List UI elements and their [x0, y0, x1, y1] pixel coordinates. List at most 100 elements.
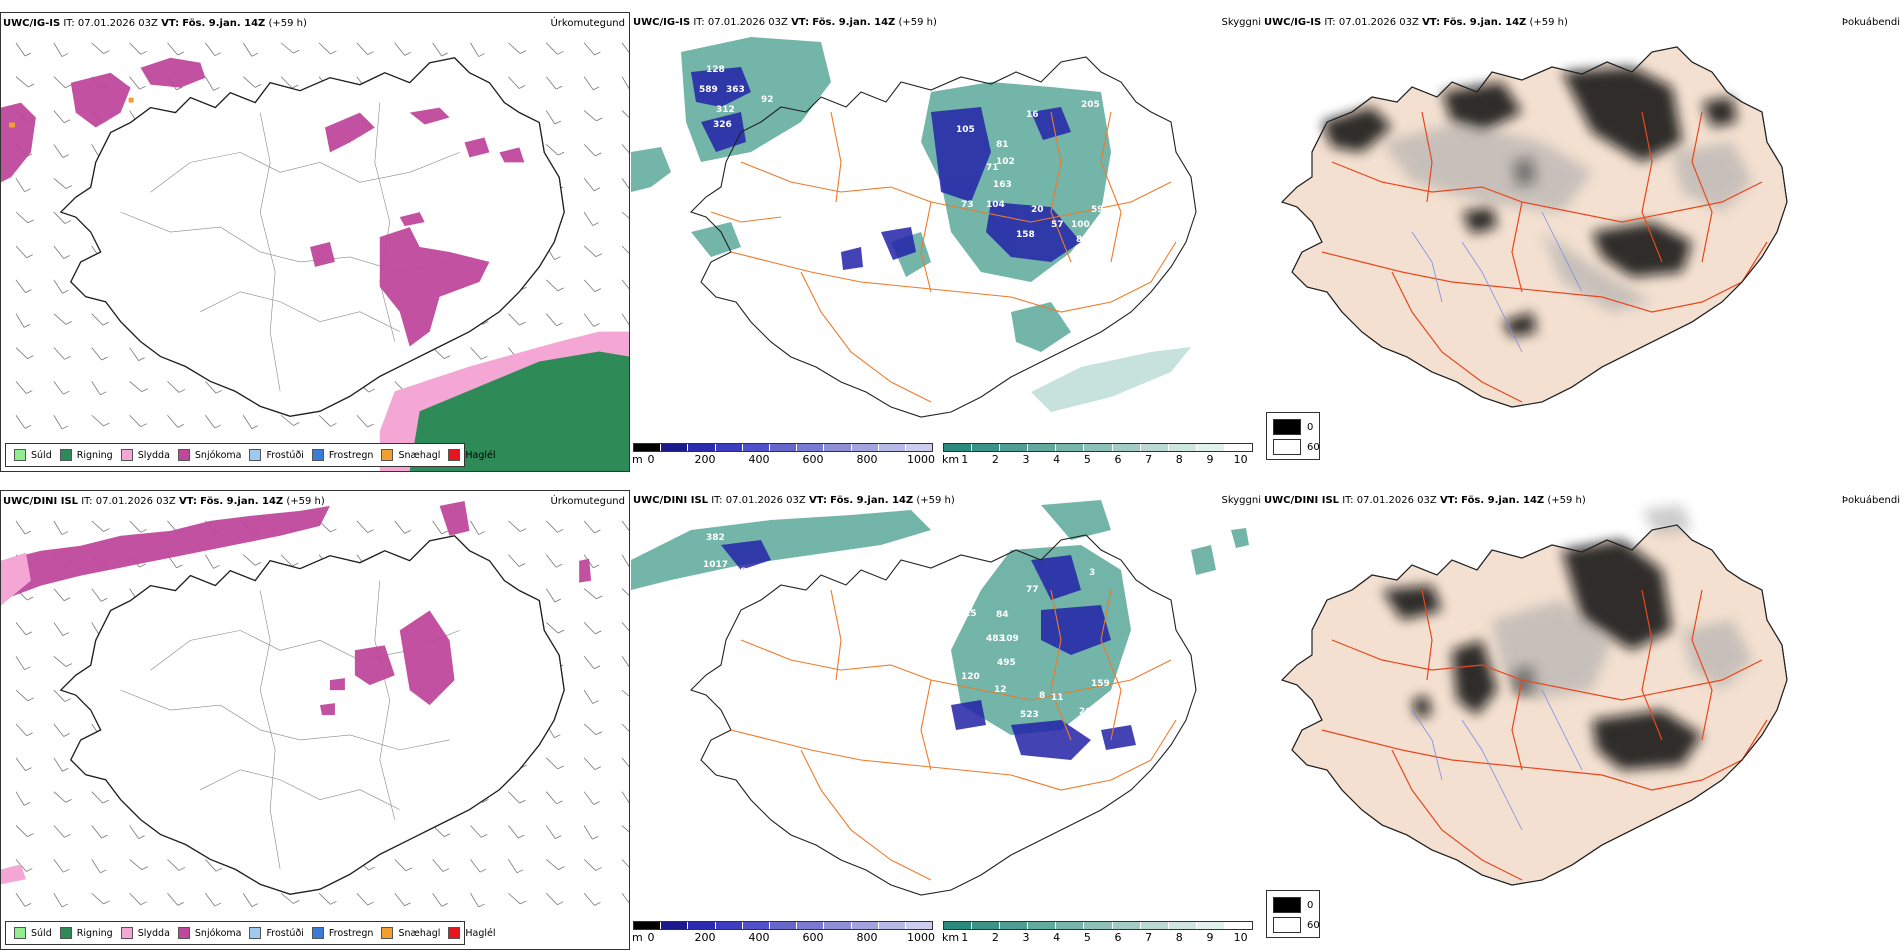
- wind-barb: [583, 520, 601, 534]
- wind-barb: [205, 893, 222, 907]
- cloud-base-label: 77: [1026, 585, 1039, 595]
- wind-barb: [205, 859, 223, 872]
- wind-barb: [280, 42, 300, 54]
- panel-title: UWC/DINI ISL IT: 07.01.2026 03Z VT: Fös.…: [633, 495, 955, 506]
- wind-barb: [356, 414, 374, 428]
- cloud-base-label: 20: [1031, 205, 1044, 215]
- colorbar-cell: [661, 922, 689, 929]
- precip-legend: Súld Rigning Slydda Snjókoma Frostúði Fr…: [5, 443, 496, 467]
- colorbar-cell: [634, 444, 662, 451]
- fog-legend-bottom: 0 60: [1266, 890, 1320, 938]
- colorbar-cell: [972, 922, 1001, 929]
- panel-title: UWC/IG-IS IT: 07.01.2026 03Z VT: Fös. 9.…: [633, 17, 937, 28]
- wind-barb: [583, 110, 603, 122]
- wind-barb: [621, 245, 629, 254]
- visibility-strip: [943, 921, 1253, 930]
- wind-barb: [15, 520, 32, 535]
- wind-barb: [583, 892, 601, 906]
- colorbar-cell: [769, 922, 798, 929]
- cloud-base-ticks: m 0 200 400 600 800 1000: [632, 931, 935, 944]
- legend-item: Frostregn: [311, 449, 373, 461]
- wind-barb: [621, 588, 629, 596]
- wind-barb: [53, 177, 73, 189]
- colorbar-tick: 600: [802, 931, 824, 944]
- panel-type-label: Skyggni: [1221, 495, 1261, 506]
- wind-barb: [394, 42, 411, 56]
- wind-barb: [129, 520, 147, 533]
- colorbar-tick: 0: [647, 453, 655, 466]
- colorbar-tick: 9: [1206, 453, 1214, 466]
- wind-barb: [129, 347, 145, 362]
- wind-barb: [621, 723, 629, 732]
- wind-barb: [53, 279, 69, 294]
- cloud-base-label: 59: [1091, 205, 1104, 215]
- colorbar-tick: 5: [1083, 453, 1091, 466]
- wind-barb: [583, 757, 602, 770]
- wind-barb: [167, 414, 184, 428]
- panel-type-label: Þokuábendi: [1841, 495, 1900, 506]
- wind-barb: [205, 381, 223, 394]
- precip-type-panel-top: UWC/IG-IS IT: 07.01.2026 03Z VT: Fös. 9.…: [0, 12, 630, 472]
- wind-barb: [91, 42, 110, 54]
- wind-barb: [205, 42, 222, 57]
- wind-barb: [583, 622, 602, 635]
- wind-barb: [545, 554, 563, 568]
- cloud-base-label: 16: [1026, 110, 1039, 120]
- wind-barb: [15, 347, 34, 359]
- wind-barb: [583, 211, 599, 226]
- wind-barb: [15, 381, 33, 394]
- wind-barb: [508, 892, 527, 905]
- colorbar-cell: [715, 444, 743, 451]
- wind-barb: [242, 42, 259, 57]
- colorbar-cell: [1168, 444, 1197, 451]
- wind-barb: [621, 622, 629, 632]
- wind-barb: [167, 859, 186, 871]
- legend-item: Snjókoma: [177, 449, 241, 461]
- wind-barb: [167, 892, 184, 906]
- cloud-visibility-panel-top: 128 589 363 312 326 92 81 102 105 71 163 104 73 101 20…: [631, 12, 1261, 472]
- colorbar-tick: 6: [1114, 931, 1122, 944]
- wind-barb: [508, 859, 524, 874]
- cloud-base-label: 363: [726, 85, 745, 95]
- colorbar-cell: [1224, 922, 1253, 929]
- wind-barb: [53, 110, 71, 124]
- panel-type-label: Skyggni: [1221, 17, 1261, 28]
- visibility-strip: [943, 443, 1253, 452]
- wind-barb: [53, 689, 72, 702]
- cloud-base-colorbar: m 0 200 400 600 800 1000: [632, 921, 935, 944]
- colorbar-tick: 600: [802, 453, 824, 466]
- wind-barb: [53, 76, 72, 89]
- wind-barb: [583, 825, 599, 840]
- legend-item: Frostregn: [311, 927, 373, 939]
- wind-barb: [508, 42, 527, 54]
- wind-barb: [583, 42, 601, 56]
- panel-title: UWC/IG-IS IT: 07.01.2026 03Z VT: Fös. 9.…: [1264, 17, 1568, 28]
- wind-barb: [470, 825, 488, 838]
- cloud-base-label: 205: [1081, 100, 1100, 110]
- wind-barb: [621, 791, 629, 804]
- cloud-base-label: 312: [716, 105, 735, 115]
- wind-barb: [621, 554, 629, 568]
- wind-barb: [583, 791, 600, 805]
- colorbar-cell: [1056, 922, 1085, 929]
- colorbar-cell: [634, 922, 662, 929]
- wind-barb: [91, 313, 109, 326]
- wind-barb: [91, 791, 109, 804]
- wind-barb: [545, 520, 564, 533]
- wind-barb: [15, 178, 31, 193]
- wind-barb: [545, 757, 564, 770]
- panel-type-label: Úrkomutegund: [550, 496, 625, 507]
- cloud-base-label: 382: [706, 533, 725, 543]
- wind-barb: [470, 859, 487, 873]
- legend-item: Rigning: [59, 449, 113, 461]
- wind-barb: [53, 415, 69, 430]
- wind-barb: [356, 42, 374, 56]
- colorbar-tick: 0: [647, 931, 655, 944]
- wind-barb: [53, 144, 70, 158]
- wind-barb: [15, 211, 34, 224]
- cloud-base-label: 845: [716, 574, 735, 584]
- wind-barb: [470, 893, 485, 908]
- wind-barb: [53, 347, 71, 360]
- colorbar-cell: [769, 444, 798, 451]
- wind-barb: [621, 76, 629, 90]
